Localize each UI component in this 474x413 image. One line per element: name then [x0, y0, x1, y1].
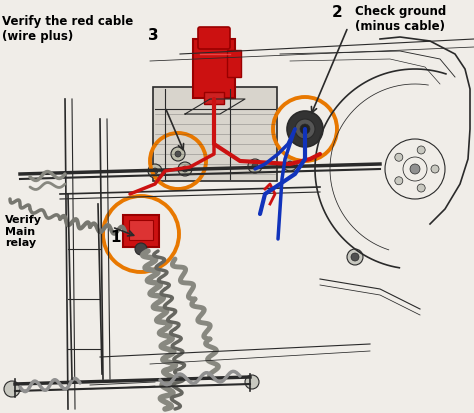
- Circle shape: [410, 165, 420, 175]
- FancyBboxPatch shape: [129, 221, 153, 240]
- Circle shape: [287, 112, 323, 147]
- Text: (wire plus): (wire plus): [2, 30, 73, 43]
- Circle shape: [135, 243, 147, 255]
- Circle shape: [395, 154, 403, 162]
- Circle shape: [252, 164, 258, 170]
- Circle shape: [347, 249, 363, 266]
- Circle shape: [300, 125, 310, 135]
- FancyBboxPatch shape: [153, 88, 277, 182]
- Text: 1: 1: [110, 230, 120, 244]
- Circle shape: [182, 166, 188, 173]
- Text: 2: 2: [332, 5, 343, 20]
- FancyBboxPatch shape: [123, 216, 159, 247]
- FancyBboxPatch shape: [204, 93, 224, 105]
- Circle shape: [245, 375, 259, 389]
- Circle shape: [175, 152, 181, 158]
- Text: Verify the red cable: Verify the red cable: [2, 15, 133, 28]
- Circle shape: [431, 166, 439, 173]
- Circle shape: [287, 161, 293, 168]
- Circle shape: [4, 381, 20, 397]
- Circle shape: [417, 185, 425, 192]
- Circle shape: [283, 158, 297, 171]
- Circle shape: [152, 169, 158, 175]
- Text: 3: 3: [148, 28, 159, 43]
- Text: Verify
Main
relay: Verify Main relay: [5, 214, 42, 248]
- Circle shape: [178, 163, 192, 177]
- Circle shape: [148, 165, 162, 178]
- Circle shape: [295, 120, 315, 140]
- Circle shape: [171, 147, 185, 161]
- Circle shape: [248, 159, 262, 173]
- Circle shape: [417, 147, 425, 154]
- FancyBboxPatch shape: [198, 28, 230, 50]
- FancyBboxPatch shape: [193, 40, 235, 99]
- Circle shape: [351, 254, 359, 261]
- FancyBboxPatch shape: [227, 51, 241, 78]
- Text: Check ground
(minus cable): Check ground (minus cable): [355, 5, 446, 33]
- Circle shape: [395, 177, 403, 185]
